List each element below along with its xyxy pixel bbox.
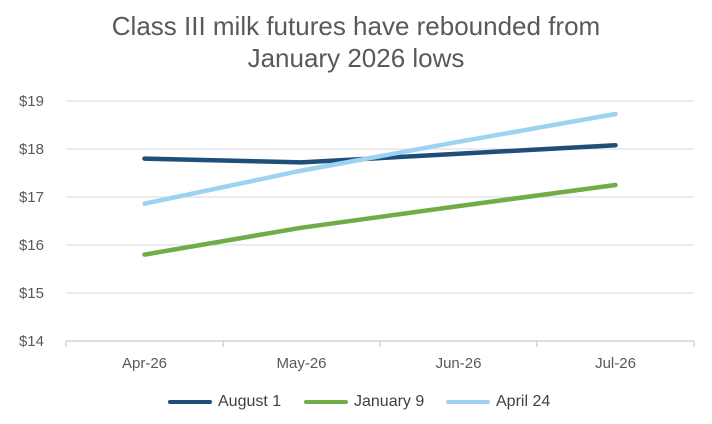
series-line-august-1 (142, 142, 618, 165)
legend-swatch-january-9 (304, 400, 348, 404)
y-tick-label: $19 (19, 93, 44, 110)
x-tick-label: Apr-26 (122, 355, 167, 372)
y-tick-label: $14 (19, 333, 44, 350)
y-tick-label: $15 (19, 285, 44, 302)
legend-item-august-1: August 1 (168, 390, 281, 414)
x-tick-label: May-26 (276, 355, 326, 372)
legend-label-april-24: April 24 (496, 393, 551, 410)
x-axis-tick-labels: Apr-26 May-26 Jun-26 Jul-26 (122, 355, 636, 372)
legend: August 1 January 9 April 24 (0, 390, 712, 414)
chart-title-line-1: Class III milk futures have rebounded fr… (111, 11, 601, 41)
chart-title-line-2: January 2026 lows (247, 43, 465, 73)
x-axis (65, 340, 695, 347)
legend-item-january-9: January 9 (304, 390, 424, 414)
x-tick-label: Jun-26 (436, 355, 482, 372)
y-tick-label: $18 (19, 141, 44, 158)
legend-label-august-1: August 1 (218, 393, 282, 410)
series-line-april-24 (142, 111, 618, 206)
legend-swatch-april-24 (446, 400, 490, 404)
chart-title: Class III milk futures have rebounded fr… (0, 10, 712, 74)
series-line-january-9 (142, 182, 618, 257)
legend-label-january-9: January 9 (354, 393, 425, 410)
y-tick-label: $17 (19, 189, 44, 206)
series-lines (142, 111, 618, 257)
y-axis-tick-labels: $14 $15 $16 $17 $18 $19 (19, 93, 44, 350)
y-tick-label: $16 (19, 237, 44, 254)
gridlines (66, 100, 694, 294)
x-tick-label: Jul-26 (595, 355, 636, 372)
legend-swatch-august-1 (168, 400, 212, 404)
legend-item-april-24: April 24 (446, 390, 550, 414)
